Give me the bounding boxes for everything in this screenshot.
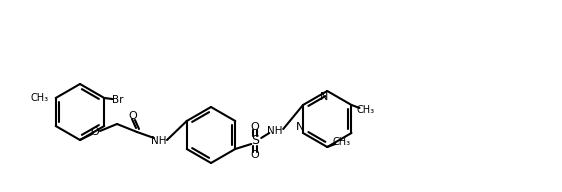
Text: CH₃: CH₃ [356,105,374,115]
Text: CH₃: CH₃ [332,137,350,147]
Text: CH₃: CH₃ [31,93,49,103]
Text: S: S [251,135,259,147]
Text: NH: NH [268,126,283,136]
Text: O: O [129,111,137,121]
Text: N: N [296,122,304,132]
Text: O: O [90,127,99,137]
Text: Br: Br [112,95,124,105]
Text: O: O [251,150,260,160]
Text: N: N [320,92,328,102]
Text: NH: NH [151,136,167,146]
Text: O: O [251,122,260,132]
